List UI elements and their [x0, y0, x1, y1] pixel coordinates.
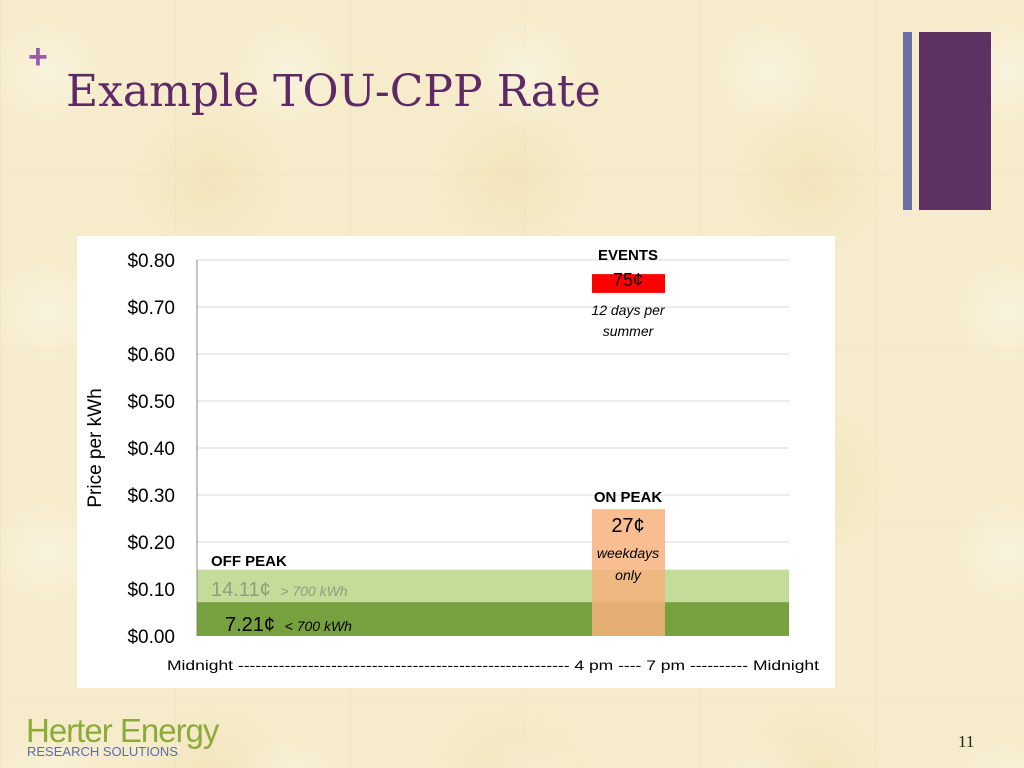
off-peak-header: OFF PEAK: [211, 553, 287, 570]
off-peak-low-note: < 700 kWh: [285, 618, 353, 634]
y-tick-labels: $0.00 $0.10 $0.20 $0.30 $0.40 $0.50 $0.60 $0.70…: [127, 251, 175, 648]
off-peak-high-label: 14.11¢ > 700 kWh: [211, 579, 348, 601]
decorative-bar-thick: [919, 32, 991, 210]
x-axis-label: Midnight -------------------------------…: [167, 657, 819, 673]
events-note-1: 12 days per: [591, 302, 665, 318]
y-tick-label: $0.00: [127, 627, 175, 648]
y-axis-label: Price per kWh: [85, 388, 106, 507]
logo-subtitle: RESEARCH SOLUTIONS: [27, 744, 178, 759]
on-peak-band: [592, 509, 665, 636]
price-bands: [197, 274, 789, 636]
on-peak-note-2: only: [615, 567, 642, 583]
off-peak-high-note: > 700 kWh: [280, 583, 348, 599]
herter-energy-logo: Herter Energy: [26, 712, 219, 749]
y-tick-label: $0.40: [127, 439, 175, 460]
off-peak-low-label: 7.21¢ < 700 kWh: [225, 614, 352, 636]
off-peak-upper-band: [197, 569, 789, 603]
chart-panel: $0.00 $0.10 $0.20 $0.30 $0.40 $0.50 $0.60 $0.70…: [77, 236, 835, 688]
title-plus-icon: +: [28, 38, 48, 76]
events-band: [592, 274, 665, 293]
y-tick-label: $0.70: [127, 298, 175, 319]
decorative-bar-thin: [903, 32, 912, 210]
events-price: 75¢: [613, 270, 643, 290]
grid-lines: [197, 259, 789, 590]
events-header: EVENTS: [598, 247, 658, 264]
y-tick-label: $0.50: [127, 392, 175, 413]
y-tick-label: $0.60: [127, 345, 175, 366]
y-tick-label: $0.10: [127, 580, 175, 601]
y-tick-label: $0.20: [127, 533, 175, 554]
on-peak-price: 27¢: [611, 515, 644, 537]
y-tick-label: $0.80: [127, 251, 175, 272]
off-peak-low-price: 7.21¢: [225, 614, 275, 636]
events-note-2: summer: [603, 323, 655, 339]
off-peak-high-price: 14.11¢: [211, 579, 271, 601]
y-tick-label: $0.30: [127, 486, 175, 507]
page-number: 11: [958, 732, 975, 751]
on-peak-note-1: weekdays: [597, 545, 659, 561]
off-peak-lower-band: [197, 602, 789, 636]
tou-cpp-chart: $0.00 $0.10 $0.20 $0.30 $0.40 $0.50 $0.60 $0.70…: [85, 247, 819, 673]
slide-title: Example TOU-CPP Rate: [66, 66, 601, 117]
on-peak-header: ON PEAK: [594, 489, 663, 506]
